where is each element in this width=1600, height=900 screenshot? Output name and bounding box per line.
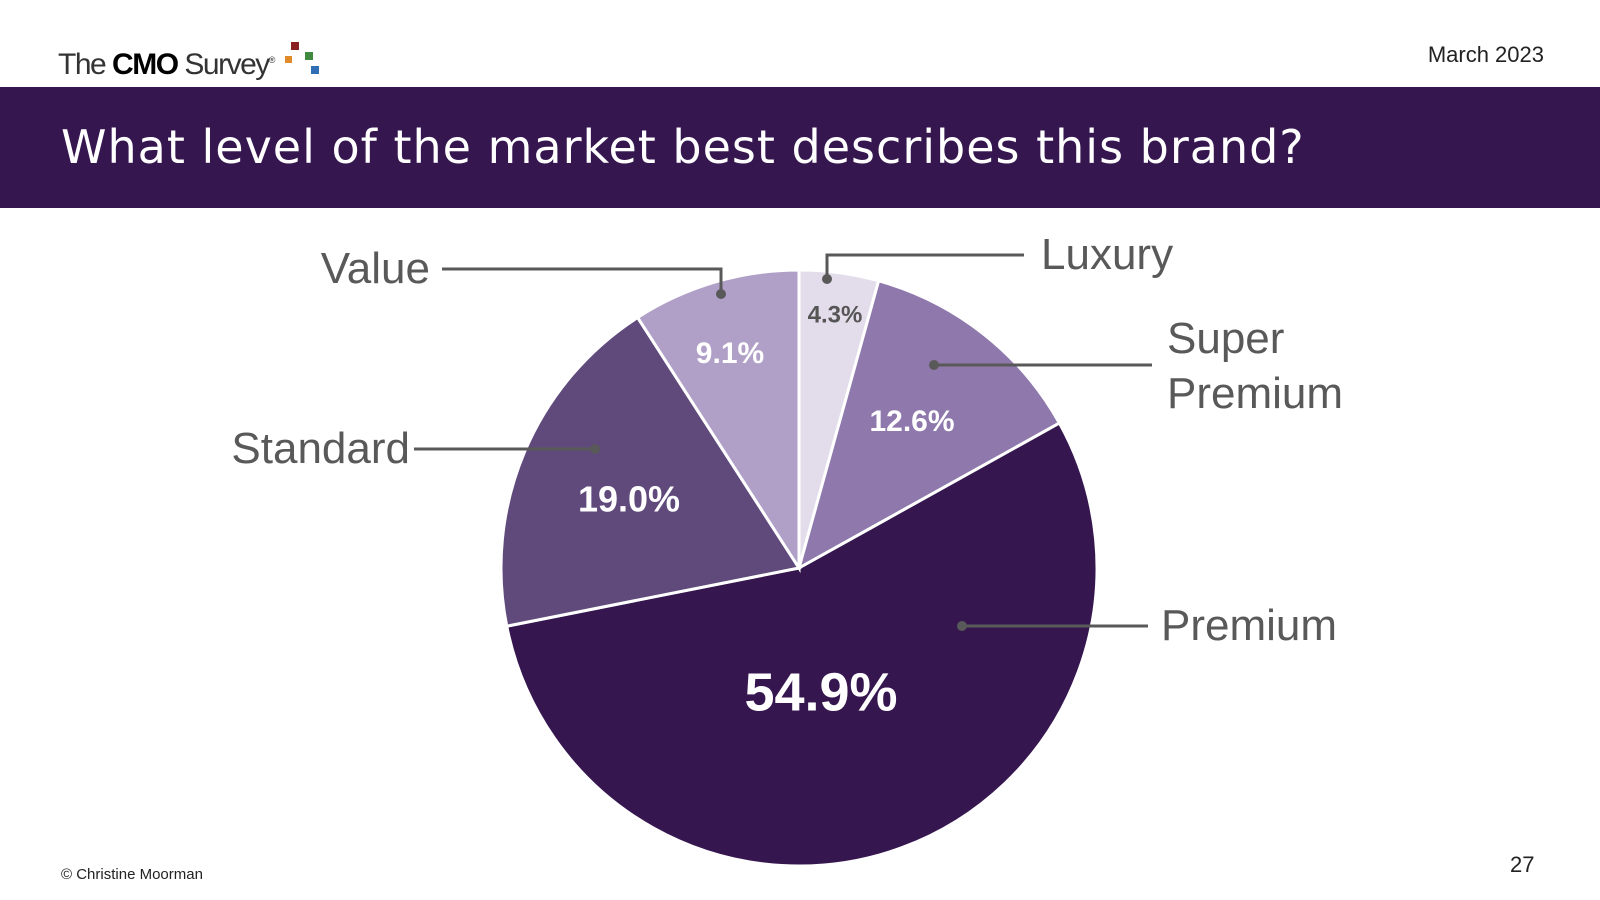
- logo: The CMO Survey®: [58, 34, 321, 82]
- category-label: Standard: [231, 424, 410, 473]
- category-label: Super Premium: [1167, 314, 1344, 418]
- value-label: 19.0%: [578, 479, 680, 520]
- pie-slice: [635, 268, 801, 574]
- leader-line: [825, 253, 1024, 279]
- logo-mark: ®: [268, 55, 276, 65]
- leader-dot: [822, 274, 832, 284]
- pie-slice: [499, 315, 802, 628]
- page-number: 27: [1510, 852, 1535, 877]
- copyright: © Christine Moorman: [61, 866, 203, 883]
- pie-slice: [796, 278, 1062, 572]
- logo-text: The: [58, 48, 107, 81]
- slide-title: What level of the market best describes …: [61, 120, 1305, 174]
- value-label: 4.3%: [808, 301, 863, 328]
- value-label: 12.6%: [869, 405, 954, 438]
- value-label: 54.9%: [744, 662, 897, 722]
- value-label: 9.1%: [696, 337, 764, 370]
- logo-text: Survey: [184, 48, 270, 81]
- date: March 2023: [1427, 42, 1544, 67]
- leader-dot: [716, 289, 726, 299]
- title-band: [0, 87, 1600, 208]
- leader-dot: [590, 444, 600, 454]
- leader-dot: [929, 360, 939, 370]
- category-label: Premium: [1161, 601, 1338, 650]
- pie-slice: [504, 421, 1099, 868]
- logo-icon: [284, 42, 319, 74]
- leader-dot: [957, 621, 967, 631]
- leader-line: [442, 267, 723, 294]
- category-label: Value: [320, 244, 430, 293]
- logo-text: CMO: [112, 48, 179, 81]
- category-label: Luxury: [1041, 230, 1174, 279]
